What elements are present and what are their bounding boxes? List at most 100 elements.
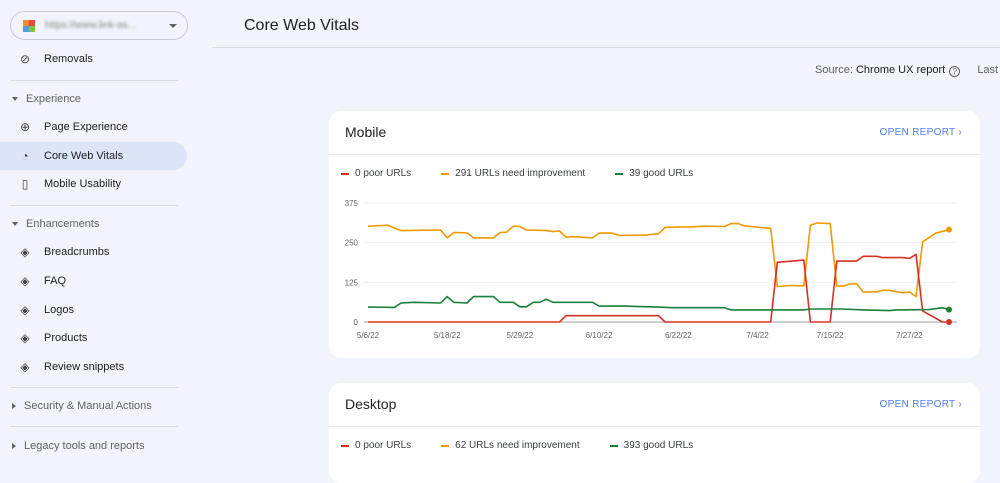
sidebar-item-logos[interactable]: ◈ Logos (0, 296, 187, 324)
series-line (367, 222, 950, 298)
sidebar-item-label: Review snippets (44, 361, 125, 373)
property-favicon-icon (23, 19, 35, 32)
legend-good[interactable]: 393 good URLs (609, 440, 694, 451)
sidebar-item-faq[interactable]: ◈ FAQ (0, 267, 187, 295)
sidebar-item-review-snippets[interactable]: ◈ Review snippets (0, 353, 187, 381)
sidebar: https://www.link-as... ⊘ Removals Experie… (0, 0, 200, 460)
sidebar-item-core-web-vitals[interactable]: ◔ Core Web Vitals (0, 142, 187, 170)
phone-icon: ▯ (21, 177, 29, 191)
chevron-right-icon: › (958, 399, 962, 410)
property-selector[interactable]: https://www.link-as... (10, 11, 188, 40)
x-tick-label: 5/29/22 (507, 331, 534, 340)
sidebar-item-label: Products (44, 332, 88, 344)
desktop-card: Desktop OPEN REPORT › 0 poor URLs 62 URL… (329, 383, 980, 483)
sidebar-item-page-experience[interactable]: ⊕ Page Experience (0, 113, 187, 141)
series-endpoint (946, 319, 952, 325)
sidebar-item-label: Removals (44, 53, 93, 65)
legend-needs-improvement[interactable]: 62 URLs need improvement (441, 440, 580, 451)
divider (329, 426, 980, 427)
y-tick-label: 0 (354, 318, 359, 327)
chevron-right-icon: › (958, 127, 962, 138)
divider (10, 426, 178, 427)
layers-icon: ◈ (20, 274, 30, 288)
section-security[interactable]: Security & Manual Actions (12, 400, 152, 412)
sidebar-item-products[interactable]: ◈ Products (0, 324, 187, 352)
legend-poor[interactable]: 0 poor URLs (341, 440, 411, 451)
help-icon[interactable]: ? (949, 66, 961, 77)
series-line (367, 295, 950, 312)
legend-label: 0 poor URLs (355, 440, 412, 451)
sidebar-item-label: Logos (44, 304, 74, 316)
sidebar-item-removals[interactable]: ⊘ Removals (0, 45, 187, 73)
divider (10, 80, 178, 81)
open-report-label: OPEN REPORT (879, 399, 956, 410)
divider (212, 47, 1000, 48)
card-title: Mobile (345, 124, 387, 140)
legend-needs-improvement[interactable]: 291 URLs need improvement (441, 168, 585, 179)
chart-legend: 0 poor URLs 291 URLs need improvement 39… (341, 168, 723, 179)
x-tick-label: 7/4/22 (746, 331, 769, 340)
section-label: Security & Manual Actions (24, 400, 152, 412)
card-title: Desktop (345, 396, 397, 412)
legend-label: 0 poor URLs (355, 168, 412, 179)
mobile-chart: 0 125 250 375 5/6/22 5/18/22 5/29/22 6/10/22 6/2… (345, 199, 957, 340)
legend-label: 291 URLs need improvement (455, 168, 586, 179)
layers-icon: ◈ (20, 331, 30, 345)
last-updated: Last up (977, 64, 1000, 76)
legend-label: 393 good URLs (623, 440, 694, 451)
x-tick-label: 7/15/22 (817, 331, 844, 340)
legend-label: 62 URLs need improvement (455, 440, 580, 451)
sidebar-item-label: Core Web Vitals (44, 150, 124, 162)
series-line (368, 253, 949, 323)
sidebar-item-label: Breadcrumbs (44, 246, 110, 258)
page-title: Core Web Vitals (244, 17, 360, 34)
open-report-button[interactable]: OPEN REPORT › (880, 399, 962, 410)
section-legacy[interactable]: Legacy tools and reports (12, 440, 144, 452)
sidebar-item-mobile-usability[interactable]: ▯ Mobile Usability (0, 170, 187, 198)
collapse-icon (12, 222, 18, 226)
open-report-button[interactable]: OPEN REPORT › (880, 127, 962, 138)
sidebar-item-label: FAQ (44, 275, 67, 287)
sidebar-item-label: Mobile Usability (44, 178, 122, 190)
collapse-icon (12, 97, 18, 101)
divider (329, 154, 980, 155)
x-tick-label: 6/10/22 (586, 331, 613, 340)
source-info: Source: Chrome UX report? Last up (815, 64, 1000, 77)
mobile-card: Mobile OPEN REPORT › 0 poor URLs 291 URL… (329, 111, 980, 358)
series-endpoint (946, 226, 952, 233)
section-enhancements[interactable]: Enhancements (12, 218, 99, 230)
y-tick-label: 250 (345, 239, 359, 248)
layers-icon: ◈ (20, 360, 30, 374)
section-label: Enhancements (26, 218, 100, 230)
series-endpoint (946, 306, 952, 313)
section-label: Experience (26, 93, 82, 105)
sidebar-item-breadcrumbs[interactable]: ◈ Breadcrumbs (0, 238, 187, 266)
chevron-down-icon (169, 23, 177, 28)
x-tick-label: 5/6/22 (357, 331, 380, 340)
plus-circle-icon: ⊕ (19, 120, 31, 134)
source-label: Source: (815, 64, 853, 76)
layers-icon: ◈ (20, 245, 30, 259)
sidebar-item-label: Page Experience (44, 121, 128, 133)
section-experience[interactable]: Experience (12, 93, 81, 105)
gauge-icon: ◔ (21, 149, 29, 163)
layers-icon: ◈ (20, 303, 30, 317)
eye-off-icon: ⊘ (19, 52, 31, 66)
section-label: Legacy tools and reports (24, 440, 145, 452)
legend-good[interactable]: 39 good URLs (615, 168, 693, 179)
open-report-label: OPEN REPORT (879, 127, 956, 138)
divider (10, 205, 178, 206)
source-value: Chrome UX report (855, 64, 946, 76)
chart-legend: 0 poor URLs 62 URLs need improvement 393… (341, 440, 723, 451)
expand-icon (12, 403, 16, 409)
x-tick-label: 5/18/22 (434, 331, 461, 340)
expand-icon (12, 443, 16, 449)
legend-label: 39 good URLs (629, 168, 694, 179)
x-tick-label: 7/27/22 (896, 331, 923, 340)
y-tick-label: 125 (345, 278, 359, 287)
y-tick-label: 375 (345, 199, 359, 208)
legend-poor[interactable]: 0 poor URLs (341, 168, 411, 179)
x-tick-label: 6/22/22 (665, 331, 692, 340)
property-url: https://www.link-as... (45, 20, 137, 31)
divider (10, 387, 178, 388)
